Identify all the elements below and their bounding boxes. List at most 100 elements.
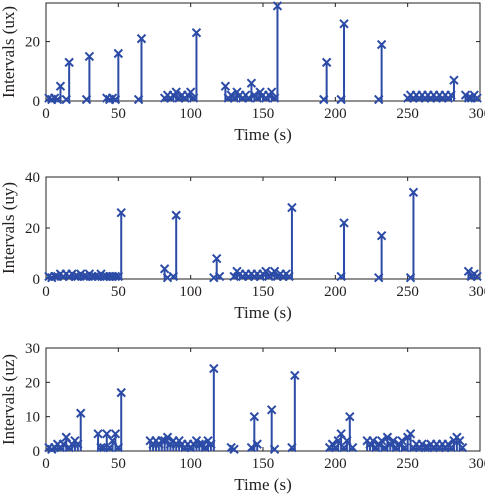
data-point-marker (55, 81, 66, 91)
data-point-marker (90, 271, 100, 282)
data-point-marker (269, 266, 280, 277)
data-point-marker (261, 266, 271, 277)
x-tick-label: 300 (469, 106, 485, 122)
data-point-marker (376, 435, 387, 446)
data-point-marker (171, 87, 181, 97)
data-point-marker (220, 81, 231, 91)
data-point-marker (388, 435, 398, 446)
data-point-marker (272, 1, 283, 11)
data-point-marker (136, 33, 147, 44)
y-tick-label: 30 (25, 341, 40, 357)
x-tick-label: 100 (179, 106, 202, 122)
data-point-marker (472, 93, 482, 103)
y-axis-label: Intervals (ux) (0, 6, 18, 98)
data-point-marker (266, 405, 277, 415)
x-tick-label: 0 (42, 456, 50, 472)
data-point-marker (246, 78, 257, 88)
x-tick-label: 200 (324, 106, 347, 122)
y-tick-label: 20 (25, 375, 40, 391)
data-point-marker (287, 202, 297, 213)
data-point-marker (78, 271, 89, 282)
data-point-marker (249, 411, 260, 422)
plot-frame (45, 176, 481, 280)
y-tick-label: 40 (25, 170, 40, 186)
x-tick-label: 300 (469, 284, 485, 300)
x-tick-label: 200 (324, 284, 347, 300)
data-point-marker (376, 230, 387, 241)
x-axis-label: Time (s) (234, 303, 291, 322)
x-tick-label: 250 (396, 284, 419, 300)
y-tick-label: 20 (25, 221, 40, 237)
x-tick-label: 50 (111, 106, 126, 122)
plot-frame (45, 2, 481, 102)
x-axis-label: Time (s) (234, 475, 291, 494)
data-point-marker (209, 363, 219, 374)
chart-1: 0 50 100 150 200 250 300 0 20 Time (s) Intervals (… (0, 1, 485, 144)
data-point-marker (93, 429, 103, 439)
data-point-marker (113, 48, 124, 59)
data-point-marker (463, 266, 474, 277)
x-tick-label: 150 (252, 106, 275, 122)
data-point-marker (339, 19, 349, 29)
data-point-marker (449, 75, 459, 85)
chart-2: 0 50 100 150 200 250 300 0 20 40 Time (s) Intervals… (0, 170, 485, 322)
data-point-marker (339, 218, 349, 228)
data-point-marker (321, 57, 332, 68)
data-point-marker (455, 435, 465, 446)
data-point-marker (191, 27, 202, 38)
data-point-marker (472, 271, 482, 282)
data-point-marker (70, 271, 80, 282)
data-point-marker (49, 271, 60, 282)
data-point-marker (214, 271, 225, 282)
y-tick-label: 0 (33, 444, 41, 460)
data-point-marker (408, 187, 419, 198)
data-point-marker (185, 87, 196, 97)
x-tick-label: 150 (252, 284, 275, 300)
y-axis-label: Intervals (uz) (0, 354, 18, 445)
chart-3: 0 50 100 150 200 250 300 0 10 20 30 Time (s) Interva… (0, 341, 485, 494)
x-tick-label: 0 (42, 106, 50, 122)
x-tick-label: 150 (252, 456, 275, 472)
plot-frame (45, 347, 481, 452)
data-point-marker (269, 444, 280, 454)
data-point-marker (457, 442, 468, 453)
x-tick-label: 250 (396, 456, 419, 472)
data-point-marker (376, 39, 387, 50)
data-point-marker (84, 51, 95, 62)
data-point-marker (345, 411, 355, 422)
data-point-marker (171, 210, 181, 220)
data-point-marker (347, 442, 358, 453)
x-tick-label: 300 (469, 456, 485, 472)
y-tick-label: 20 (25, 35, 40, 51)
data-point-marker (397, 435, 407, 446)
data-point-marker (116, 387, 126, 398)
data-point-marker (382, 432, 393, 442)
data-point-marker (159, 264, 170, 274)
data-point-marker (76, 408, 86, 418)
y-tick-label: 10 (25, 410, 40, 426)
x-tick-label: 200 (324, 456, 347, 472)
data-point-marker (116, 207, 126, 218)
data-point-marker (162, 432, 173, 442)
data-point-marker (252, 439, 262, 449)
data-point-marker (405, 429, 416, 439)
y-axis-label: Intervals (uy) (0, 182, 18, 274)
x-tick-label: 250 (396, 106, 419, 122)
data-point-marker (266, 87, 277, 97)
data-point-marker (229, 444, 239, 454)
data-point-marker (110, 271, 121, 282)
data-point-marker (290, 370, 300, 381)
x-tick-label: 100 (179, 284, 202, 300)
x-axis-label: Time (s) (234, 125, 291, 144)
x-tick-label: 50 (111, 284, 126, 300)
x-tick-label: 50 (111, 456, 126, 472)
data-point-marker (211, 253, 222, 264)
y-tick-label: 0 (33, 272, 41, 288)
x-tick-label: 0 (42, 284, 50, 300)
x-tick-label: 100 (179, 456, 202, 472)
data-point-marker (110, 429, 121, 439)
y-tick-label: 0 (33, 94, 41, 110)
data-point-marker (368, 435, 378, 446)
data-point-marker (64, 57, 74, 68)
